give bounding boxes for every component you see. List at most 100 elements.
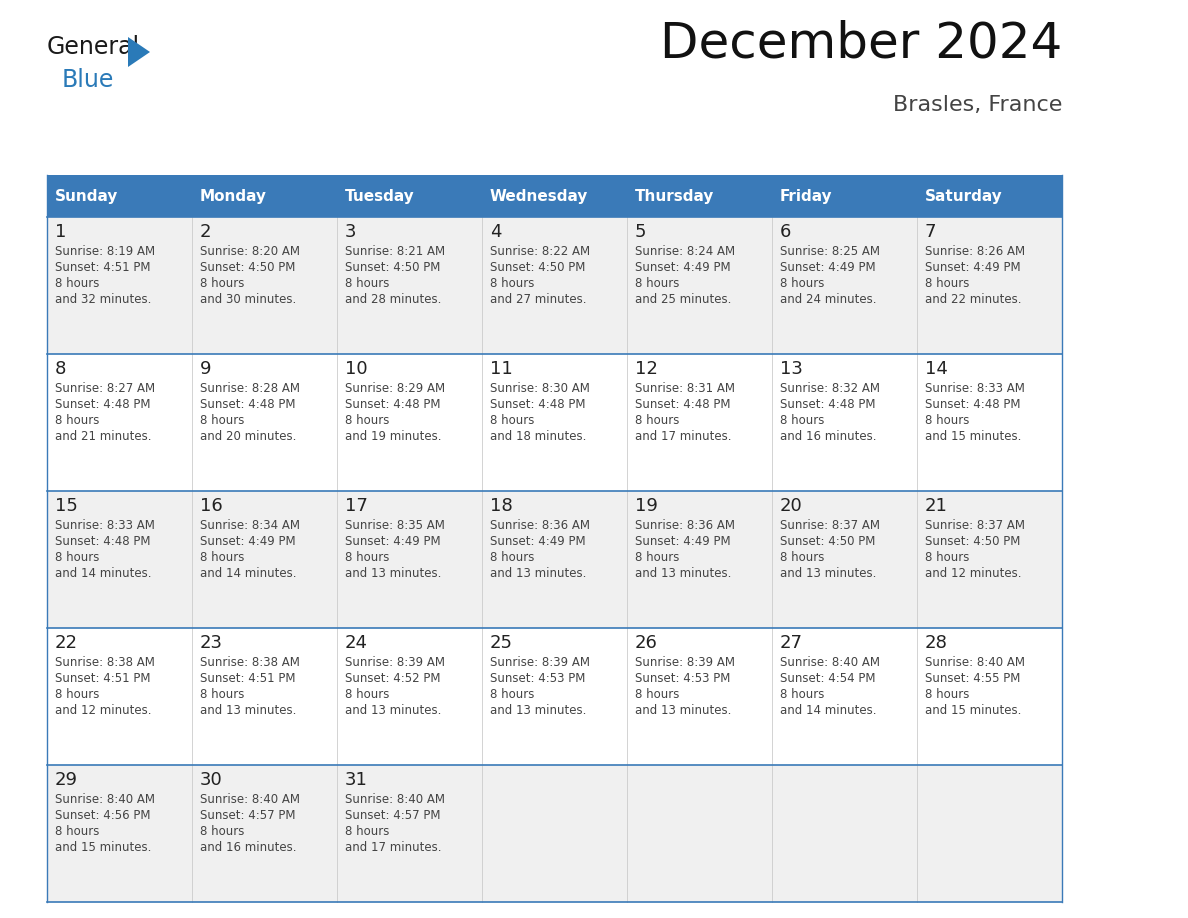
Text: 8 hours: 8 hours (200, 688, 245, 701)
Text: Sunset: 4:53 PM: Sunset: 4:53 PM (636, 672, 731, 685)
Text: Sunrise: 8:40 AM: Sunrise: 8:40 AM (925, 656, 1025, 669)
Text: 18: 18 (489, 497, 513, 515)
Text: Sunrise: 8:33 AM: Sunrise: 8:33 AM (925, 382, 1025, 395)
Text: Sunset: 4:49 PM: Sunset: 4:49 PM (200, 535, 296, 548)
Text: 23: 23 (200, 634, 223, 652)
Text: 8 hours: 8 hours (55, 688, 100, 701)
Text: Sunrise: 8:40 AM: Sunrise: 8:40 AM (200, 793, 301, 806)
Text: Tuesday: Tuesday (345, 188, 415, 204)
Text: and 13 minutes.: and 13 minutes. (345, 704, 442, 717)
Text: Sunset: 4:51 PM: Sunset: 4:51 PM (55, 261, 151, 274)
Text: 8 hours: 8 hours (781, 688, 824, 701)
Text: 4: 4 (489, 223, 501, 241)
Text: 3: 3 (345, 223, 356, 241)
Text: and 32 minutes.: and 32 minutes. (55, 293, 151, 306)
Text: Sunset: 4:50 PM: Sunset: 4:50 PM (781, 535, 876, 548)
Text: and 15 minutes.: and 15 minutes. (925, 430, 1022, 443)
Text: Sunrise: 8:40 AM: Sunrise: 8:40 AM (345, 793, 446, 806)
Text: Sunrise: 8:35 AM: Sunrise: 8:35 AM (345, 519, 444, 532)
Text: 8 hours: 8 hours (55, 825, 100, 838)
Text: and 17 minutes.: and 17 minutes. (636, 430, 732, 443)
Text: 31: 31 (345, 771, 368, 789)
Text: 8 hours: 8 hours (489, 551, 535, 564)
Polygon shape (128, 37, 150, 67)
Text: Sunset: 4:49 PM: Sunset: 4:49 PM (636, 535, 731, 548)
Text: 8 hours: 8 hours (489, 414, 535, 427)
Text: 9: 9 (200, 360, 211, 378)
Text: and 16 minutes.: and 16 minutes. (781, 430, 877, 443)
Text: 8 hours: 8 hours (781, 551, 824, 564)
Text: Sunrise: 8:40 AM: Sunrise: 8:40 AM (781, 656, 880, 669)
Text: 13: 13 (781, 360, 803, 378)
Text: 15: 15 (55, 497, 78, 515)
Text: 8 hours: 8 hours (925, 551, 969, 564)
Text: 24: 24 (345, 634, 368, 652)
Bar (482, 175, 627, 217)
Text: 8 hours: 8 hours (200, 551, 245, 564)
Text: 8 hours: 8 hours (345, 825, 390, 838)
Text: Sunrise: 8:32 AM: Sunrise: 8:32 AM (781, 382, 880, 395)
Text: and 30 minutes.: and 30 minutes. (200, 293, 296, 306)
Text: 8 hours: 8 hours (489, 277, 535, 290)
Text: Sunrise: 8:31 AM: Sunrise: 8:31 AM (636, 382, 735, 395)
Bar (917, 175, 1062, 217)
Text: and 18 minutes.: and 18 minutes. (489, 430, 587, 443)
Text: Sunset: 4:51 PM: Sunset: 4:51 PM (55, 672, 151, 685)
Text: Sunrise: 8:27 AM: Sunrise: 8:27 AM (55, 382, 156, 395)
Text: Saturday: Saturday (925, 188, 1003, 204)
Text: 8: 8 (55, 360, 67, 378)
Text: Sunrise: 8:39 AM: Sunrise: 8:39 AM (345, 656, 446, 669)
Text: Sunrise: 8:36 AM: Sunrise: 8:36 AM (489, 519, 590, 532)
Text: and 13 minutes.: and 13 minutes. (636, 567, 732, 580)
Text: 8 hours: 8 hours (55, 551, 100, 564)
Text: Sunrise: 8:33 AM: Sunrise: 8:33 AM (55, 519, 154, 532)
Text: and 16 minutes.: and 16 minutes. (200, 841, 297, 854)
Text: Sunrise: 8:38 AM: Sunrise: 8:38 AM (200, 656, 299, 669)
Text: 5: 5 (636, 223, 646, 241)
Text: Sunrise: 8:39 AM: Sunrise: 8:39 AM (489, 656, 590, 669)
Text: Sunset: 4:48 PM: Sunset: 4:48 PM (55, 398, 151, 411)
Text: 17: 17 (345, 497, 368, 515)
Text: and 17 minutes.: and 17 minutes. (345, 841, 442, 854)
Text: Sunrise: 8:39 AM: Sunrise: 8:39 AM (636, 656, 735, 669)
Bar (772, 175, 917, 217)
Text: 26: 26 (636, 634, 658, 652)
Text: Sunset: 4:50 PM: Sunset: 4:50 PM (200, 261, 296, 274)
Text: 8 hours: 8 hours (345, 277, 390, 290)
Text: Sunrise: 8:28 AM: Sunrise: 8:28 AM (200, 382, 301, 395)
Text: Friday: Friday (781, 188, 833, 204)
Text: and 20 minutes.: and 20 minutes. (200, 430, 296, 443)
Text: Sunset: 4:48 PM: Sunset: 4:48 PM (200, 398, 296, 411)
Text: 29: 29 (55, 771, 78, 789)
Text: Sunrise: 8:19 AM: Sunrise: 8:19 AM (55, 245, 156, 258)
Text: 20: 20 (781, 497, 803, 515)
Text: 10: 10 (345, 360, 367, 378)
Text: and 15 minutes.: and 15 minutes. (925, 704, 1022, 717)
Text: Sunset: 4:49 PM: Sunset: 4:49 PM (345, 535, 441, 548)
Text: Sunset: 4:50 PM: Sunset: 4:50 PM (489, 261, 586, 274)
Text: 14: 14 (925, 360, 948, 378)
Text: 8 hours: 8 hours (200, 277, 245, 290)
Text: Sunset: 4:48 PM: Sunset: 4:48 PM (781, 398, 876, 411)
Bar (48, 354, 1062, 491)
Text: Blue: Blue (62, 68, 114, 92)
Text: 8 hours: 8 hours (636, 414, 680, 427)
Text: 12: 12 (636, 360, 658, 378)
Text: and 19 minutes.: and 19 minutes. (345, 430, 442, 443)
Text: Sunset: 4:48 PM: Sunset: 4:48 PM (636, 398, 731, 411)
Text: Sunset: 4:57 PM: Sunset: 4:57 PM (200, 809, 296, 822)
Text: Sunrise: 8:21 AM: Sunrise: 8:21 AM (345, 245, 446, 258)
Text: Sunset: 4:57 PM: Sunset: 4:57 PM (345, 809, 441, 822)
Text: 8 hours: 8 hours (200, 825, 245, 838)
Bar (627, 175, 772, 217)
Text: 8 hours: 8 hours (345, 688, 390, 701)
Text: December 2024: December 2024 (659, 20, 1062, 68)
Bar (48, 217, 1062, 354)
Text: Sunday: Sunday (55, 188, 119, 204)
Text: Sunrise: 8:22 AM: Sunrise: 8:22 AM (489, 245, 590, 258)
Bar (48, 491, 1062, 628)
Text: Sunset: 4:49 PM: Sunset: 4:49 PM (925, 261, 1020, 274)
Text: Sunrise: 8:34 AM: Sunrise: 8:34 AM (200, 519, 301, 532)
Text: 8 hours: 8 hours (781, 277, 824, 290)
Bar (48, 175, 192, 217)
